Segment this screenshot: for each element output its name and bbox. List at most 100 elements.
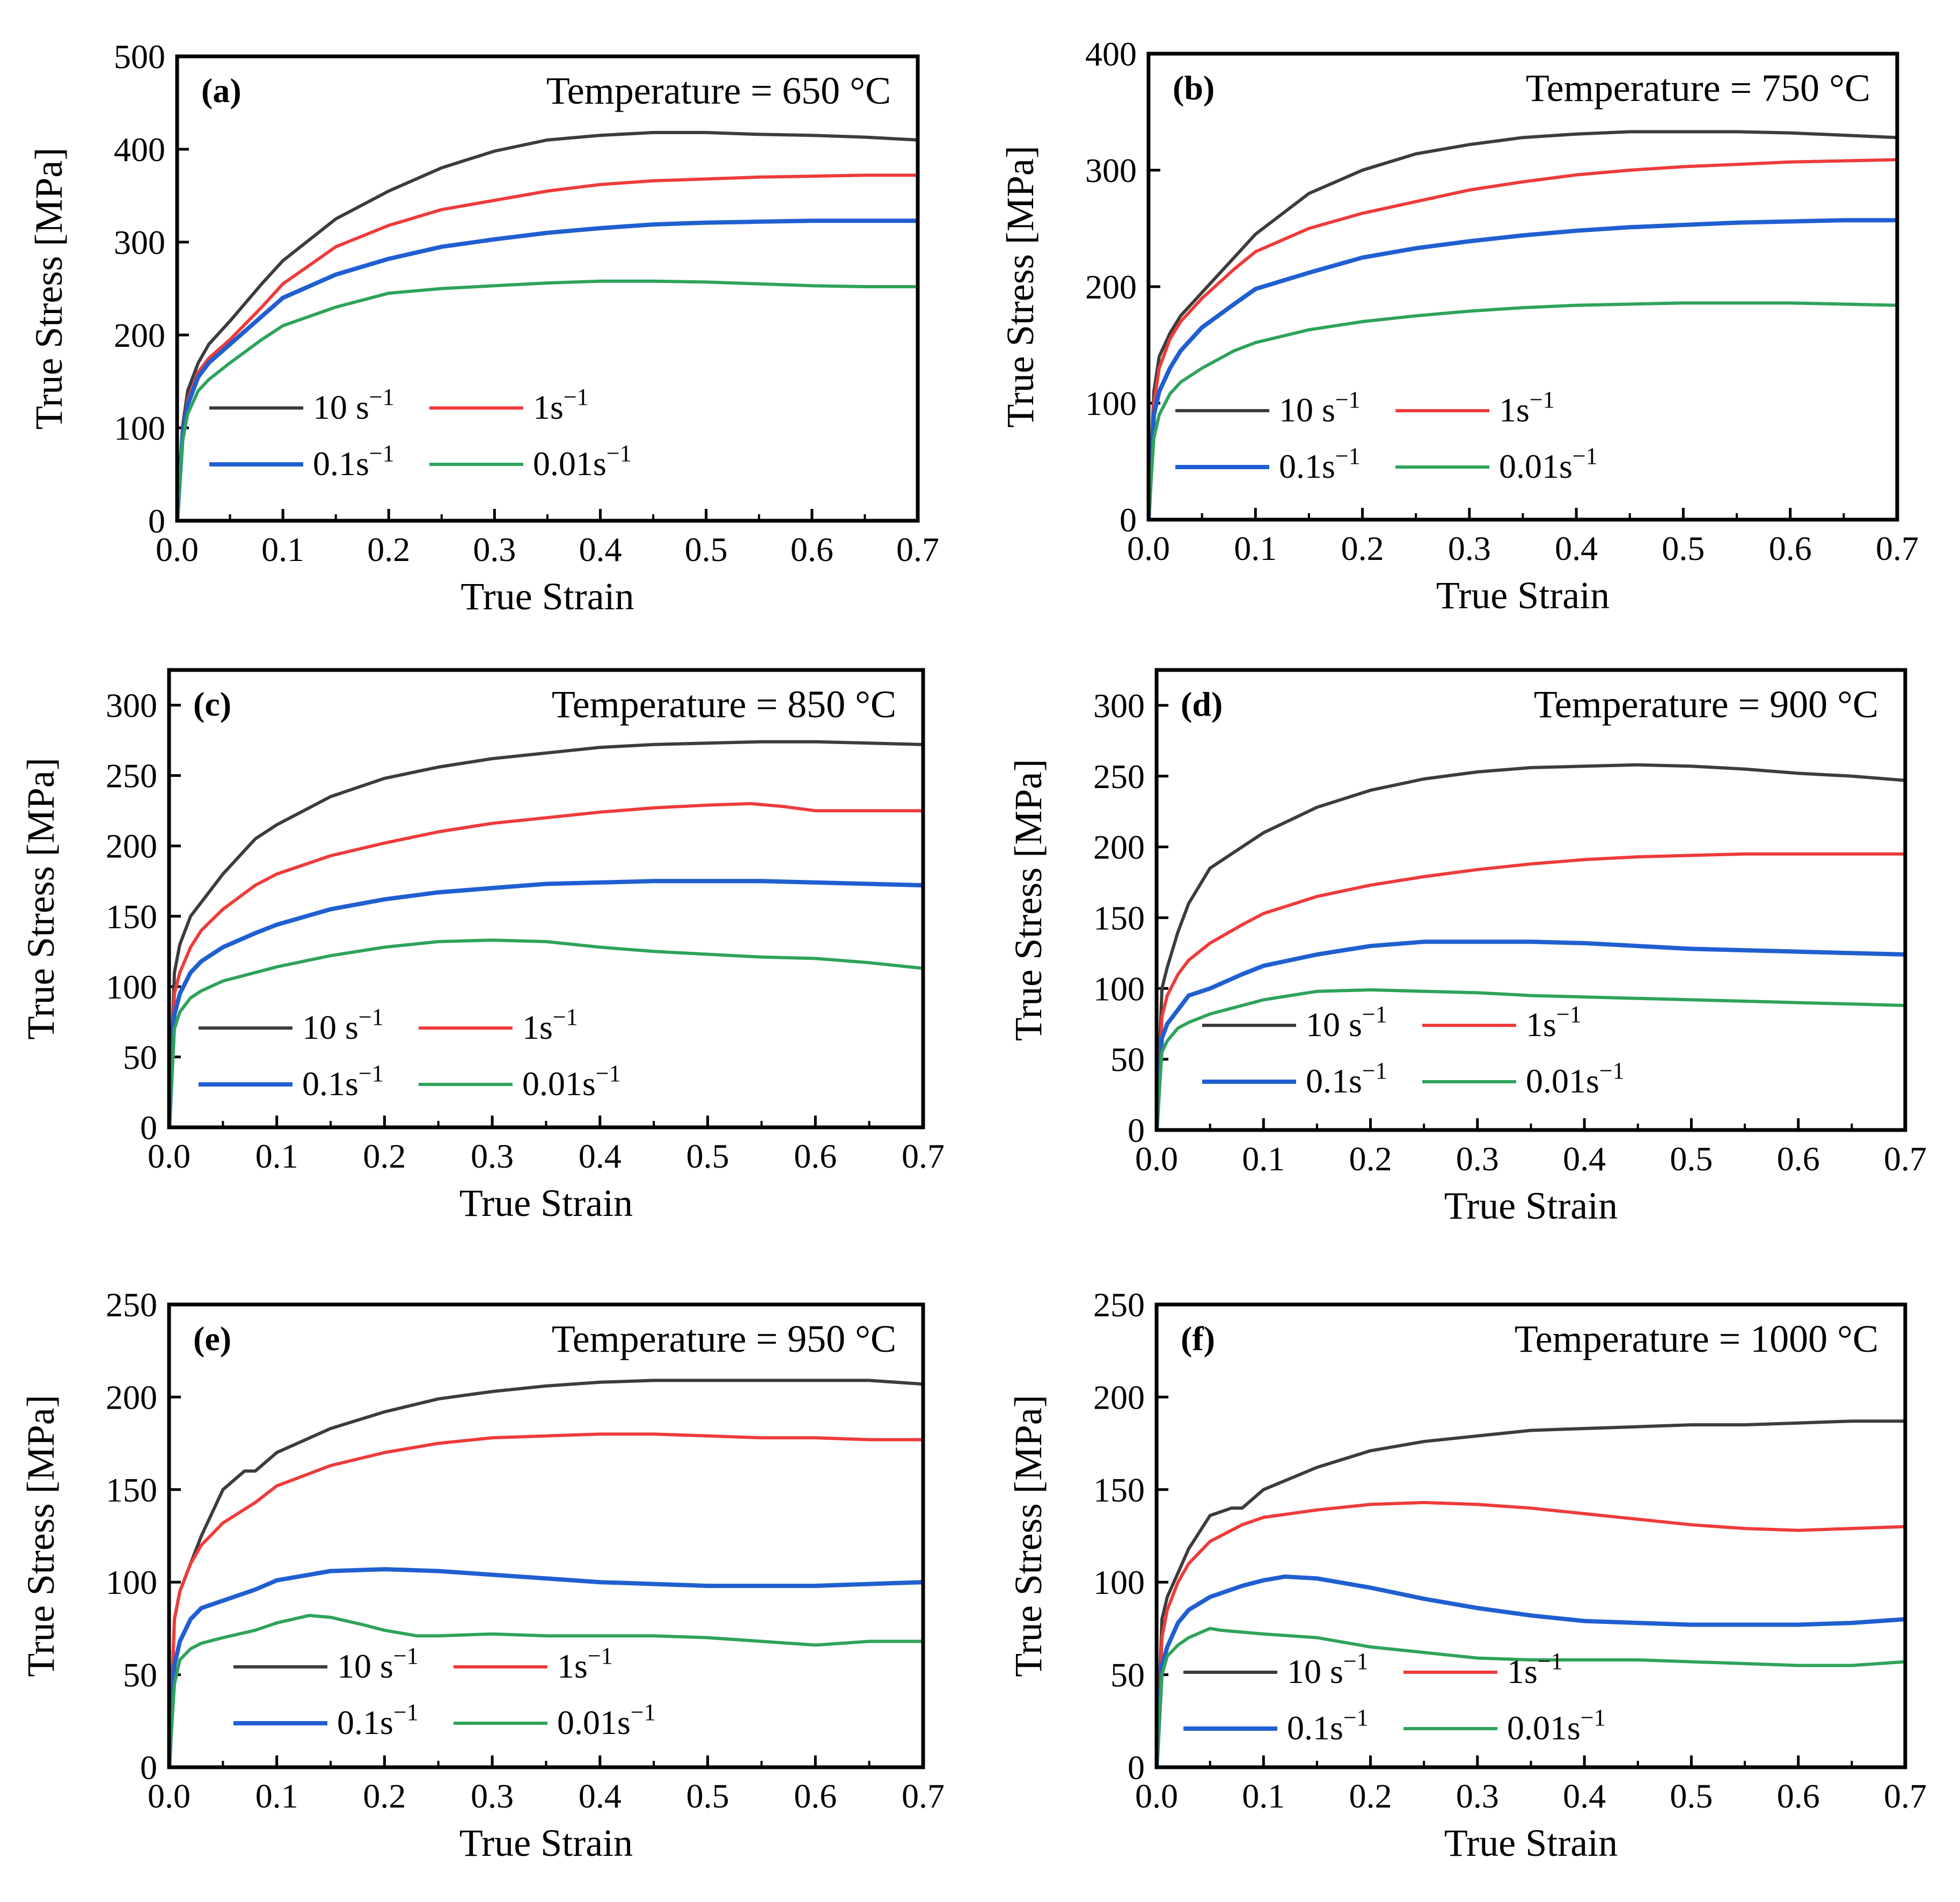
y-tick-label: 150 (106, 1471, 157, 1509)
x-tick-label: 0.6 (791, 530, 833, 569)
series-line-0p1s (1149, 218, 1897, 520)
legend: 10 s−1 1s−10.1s−1 0.01s−1 (209, 384, 632, 483)
panel-label: (e) (193, 1320, 231, 1358)
temperature-label: Temperature = 950 °C (552, 1317, 896, 1360)
legend-label: 1s−1 (1507, 1648, 1563, 1690)
legend-label-exponent: −1 (606, 440, 632, 467)
panel-b: 0.0 0.1 0.2 0.3 0.4 0.5 0.6 0.7 0 100 200 300 400 Tru… (999, 35, 1919, 617)
plot-frame (1154, 668, 1907, 1132)
series-line-10s (169, 740, 923, 1127)
series-line-0p1s (169, 879, 923, 1127)
x-axis-title: True Strain (1436, 574, 1610, 617)
x-tick-label: 0.0 (1127, 529, 1170, 567)
legend-label-exponent: −1 (369, 384, 394, 410)
y-tick-label: 250 (106, 1286, 157, 1324)
series-line-0p1s (1157, 939, 1905, 1130)
y-tick-label: 150 (1093, 1471, 1145, 1509)
x-tick-label: 0.0 (1135, 1140, 1178, 1178)
legend-label-base: 0.01s (522, 1065, 596, 1103)
x-tick-label: 0.0 (148, 1137, 191, 1175)
x-tick-label: 0.2 (1349, 1777, 1392, 1815)
y-axis-title: True Stress [MPa] (19, 1395, 62, 1677)
legend-label-base: 1s (1507, 1652, 1538, 1690)
series-line-0p01s (1157, 988, 1905, 1130)
legend-label-exponent: −1 (588, 1643, 613, 1669)
x-tick-label: 0.2 (1341, 529, 1384, 567)
x-tick-label: 0.6 (1777, 1140, 1820, 1178)
legend-label-base: 0.01s (1499, 447, 1573, 485)
panel-label: (a) (201, 71, 242, 110)
legend-label-exponent: −1 (553, 1004, 578, 1030)
panel-e: 0.0 0.1 0.2 0.3 0.4 0.5 0.6 0.7 0 50 100 150 200 250 T… (19, 1286, 945, 1864)
y-axis-title: True Stress [MPa] (19, 757, 62, 1039)
x-tick-label: 0.3 (1456, 1777, 1499, 1815)
y-tick-label: 200 (106, 1378, 157, 1416)
legend-label-exponent: −1 (631, 1699, 656, 1725)
y-tick-label: 200 (1093, 828, 1145, 866)
x-tick-label: 0.7 (902, 1137, 945, 1175)
y-tick-label: 50 (123, 1038, 157, 1076)
series-line-1s (169, 1432, 923, 1767)
legend-label-exponent: −1 (564, 384, 589, 410)
y-axis-title: True Stress [MPa] (1007, 759, 1050, 1041)
series-line-1s (1149, 158, 1897, 520)
y-tick-label: 250 (106, 757, 157, 795)
series-line-0p1s (177, 218, 918, 521)
legend-label-exponent: −1 (359, 1060, 384, 1087)
x-tick-label: 0.5 (685, 530, 728, 569)
legend-label-exponent: −1 (1599, 1058, 1625, 1084)
series-line-10s (1157, 1419, 1905, 1767)
panel-c: 0.0 0.1 0.2 0.3 0.4 0.5 0.6 0.7 0 50 100 150 200 250 3… (19, 668, 945, 1225)
x-tick-label: 0.3 (1456, 1140, 1499, 1178)
legend-label: 10 s−1 (1306, 1001, 1387, 1044)
legend-label-base: 1s (522, 1008, 553, 1046)
series-line-0p01s (1157, 1627, 1905, 1767)
x-tick-label: 0.6 (794, 1777, 837, 1815)
y-tick-label: 200 (114, 316, 165, 354)
plot-frame (167, 668, 925, 1129)
legend-label: 0.1s−1 (302, 1060, 384, 1103)
x-tick-label: 0.5 (1662, 529, 1705, 567)
y-tick-label: 0 (1128, 1748, 1145, 1787)
x-tick-label: 0.0 (156, 530, 199, 569)
legend-label-base: 0.1s (1306, 1062, 1362, 1100)
x-axis-title: True Strain (459, 1821, 633, 1864)
x-tick-label: 0.5 (1670, 1777, 1713, 1815)
x-tick-label: 0.4 (1563, 1140, 1606, 1178)
legend-label: 1s−1 (522, 1004, 578, 1046)
legend-label-base: 0.1s (302, 1065, 359, 1103)
legend: 10 s−1 1s−10.1s−1 0.01s−1 (1202, 1001, 1625, 1100)
series-line-0p01s (169, 938, 923, 1127)
x-tick-label: 0.0 (148, 1777, 191, 1815)
legend: 10 s−1 1s−10.1s−1 0.01s−1 (233, 1643, 656, 1741)
legend-label-base: 0.01s (533, 444, 606, 483)
x-tick-label: 0.7 (896, 530, 939, 569)
series-line-1s (169, 802, 923, 1127)
legend: 10 s−1 1s−10.1s−1 0.01s−1 (199, 1004, 621, 1103)
y-tick-label: 250 (1093, 757, 1145, 796)
x-tick-label: 0.1 (1234, 529, 1277, 567)
legend-label-base: 0.1s (313, 444, 369, 483)
y-tick-label: 100 (106, 1563, 157, 1601)
x-tick-label: 0.4 (579, 530, 622, 569)
x-axis-title: True Strain (1444, 1821, 1618, 1864)
x-axis-title: True Strain (459, 1182, 633, 1225)
legend-label-exponent: −1 (1530, 387, 1555, 413)
legend-label: 0.01s−1 (533, 440, 632, 483)
legend-label: 0.01s−1 (1526, 1058, 1625, 1100)
legend-label: 1s−1 (557, 1643, 613, 1685)
x-tick-label: 0.2 (1349, 1140, 1392, 1178)
y-axis-title: True Stress [MPa] (27, 148, 70, 429)
x-tick-label: 0.1 (255, 1137, 298, 1175)
x-tick-label: 0.4 (579, 1137, 621, 1175)
x-tick-label: 0.3 (473, 530, 516, 569)
series-line-0p01s (1149, 301, 1897, 520)
legend-label: 10 s−1 (337, 1643, 419, 1685)
series-line-0p01s (177, 279, 918, 521)
temperature-label: Temperature = 900 °C (1534, 683, 1878, 726)
legend-label: 10 s−1 (1279, 387, 1361, 429)
x-tick-label: 0.1 (255, 1777, 298, 1815)
legend-label-exponent: −1 (1343, 1704, 1369, 1731)
x-tick-label: 0.7 (1884, 1140, 1927, 1178)
legend-label-exponent: −1 (1581, 1704, 1606, 1731)
